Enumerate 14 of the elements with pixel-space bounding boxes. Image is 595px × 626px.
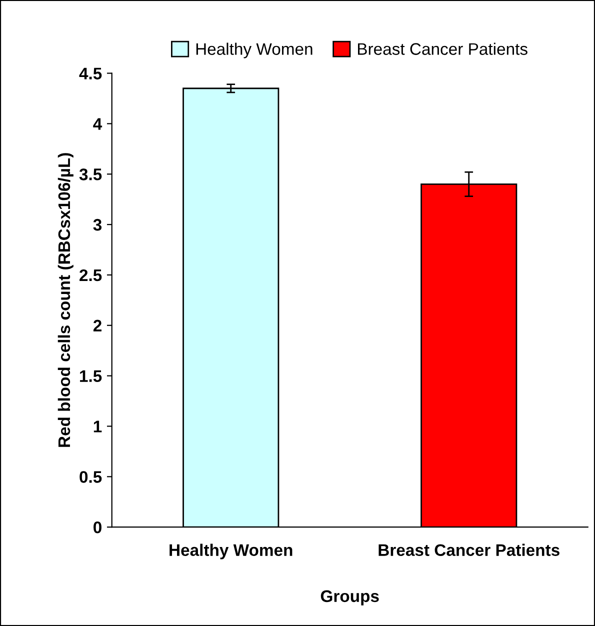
x-axis-title: Groups <box>320 590 379 606</box>
y-tick-label: 2.5 <box>80 269 102 282</box>
y-tick-label: 4.5 <box>79 68 102 80</box>
y-tick-label: 1 <box>94 420 102 432</box>
y-tick-label: 3 <box>93 218 102 231</box>
y-tick-label: 1.5 <box>80 370 102 382</box>
y-tick-label: 4 <box>93 118 102 130</box>
y-tick-label: 0.5 <box>80 471 102 483</box>
y-axis-title: Red blood cells count (RBCsx106/µL) <box>58 153 74 447</box>
y-tick-label: 3.5 <box>79 168 102 180</box>
y-tick-label: 0 <box>94 521 102 534</box>
y-tick-label: 2 <box>93 320 102 332</box>
legend-label: Breast Cancer Patients <box>358 42 528 55</box>
legend-label: Healthy Women <box>196 42 312 58</box>
